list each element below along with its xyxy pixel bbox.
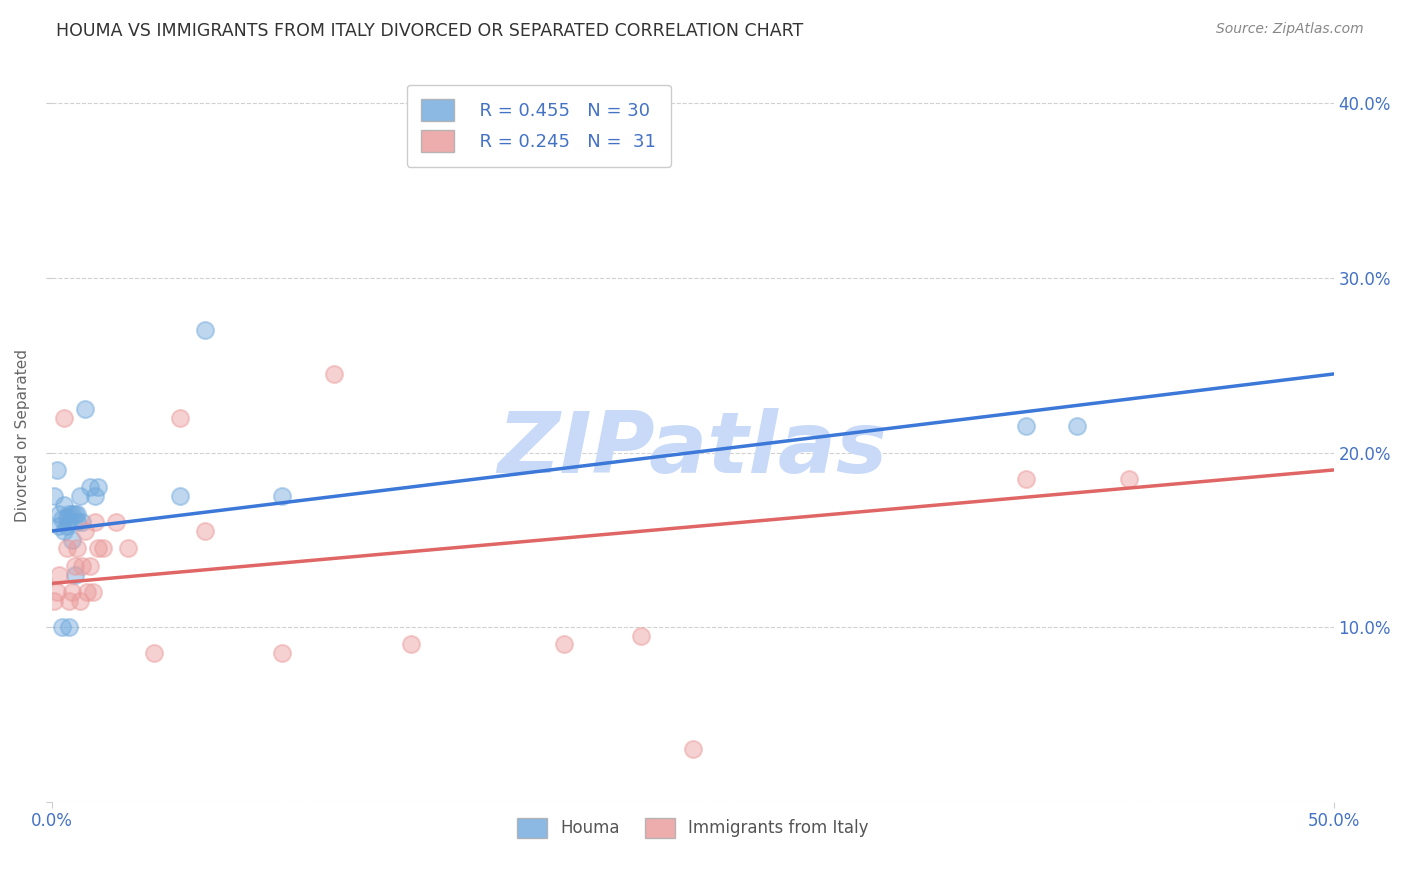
Point (69, 489, 91, 503)
Point (72, 516, 94, 530)
Point (72, 558, 94, 573)
Point (56, 541, 79, 556)
Point (48, 518, 70, 533)
Point (53, 498, 76, 512)
Point (63, 558, 86, 573)
Point (630, 629, 652, 643)
Point (82, 585, 104, 599)
Point (73, 401, 96, 416)
Point (51, 620, 73, 634)
Point (56, 510, 79, 524)
Point (271, 646, 294, 660)
Point (58, 594, 80, 608)
Point (51, 512, 73, 526)
Point (169, 410, 191, 425)
Point (104, 516, 127, 530)
Point (1066, 419, 1088, 434)
Point (143, 646, 166, 660)
Point (53, 410, 76, 425)
Point (682, 742, 704, 756)
Y-axis label: Divorced or Separated: Divorced or Separated (15, 349, 30, 522)
Text: HOUMA VS IMMIGRANTS FROM ITALY DIVORCED OR SEPARATED CORRELATION CHART: HOUMA VS IMMIGRANTS FROM ITALY DIVORCED … (56, 22, 803, 40)
Text: ZIPatlas: ZIPatlas (498, 409, 887, 491)
Point (117, 541, 139, 556)
Point (45, 585, 67, 599)
Point (63, 507, 86, 521)
Point (76, 585, 98, 599)
Point (79, 558, 101, 573)
Point (45, 463, 67, 477)
Point (86, 541, 108, 556)
Point (60, 507, 83, 521)
Point (1015, 419, 1038, 434)
Point (84, 489, 107, 503)
Point (91, 541, 114, 556)
Point (58, 620, 80, 634)
Point (63, 567, 86, 582)
Point (58, 516, 80, 530)
Point (1118, 472, 1140, 486)
Point (48, 567, 70, 582)
Point (271, 489, 294, 503)
Point (86, 480, 108, 494)
Point (53, 524, 76, 538)
Point (60, 533, 83, 547)
Point (1015, 472, 1038, 486)
Point (66, 516, 89, 530)
Point (66, 541, 89, 556)
Point (194, 524, 217, 538)
Point (399, 638, 422, 652)
Point (42, 594, 65, 608)
Point (79, 480, 101, 494)
Point (194, 323, 217, 337)
Point (42, 489, 65, 503)
Point (73, 524, 96, 538)
Point (48, 507, 70, 521)
Point (56, 518, 79, 533)
Text: Source: ZipAtlas.com: Source: ZipAtlas.com (1216, 22, 1364, 37)
Legend: Houma, Immigrants from Italy: Houma, Immigrants from Italy (510, 811, 875, 845)
Point (169, 489, 191, 503)
Point (84, 516, 107, 530)
Point (322, 367, 344, 381)
Point (66, 507, 89, 521)
Point (69, 594, 91, 608)
Point (58, 507, 80, 521)
Point (553, 638, 575, 652)
Point (60, 585, 83, 599)
